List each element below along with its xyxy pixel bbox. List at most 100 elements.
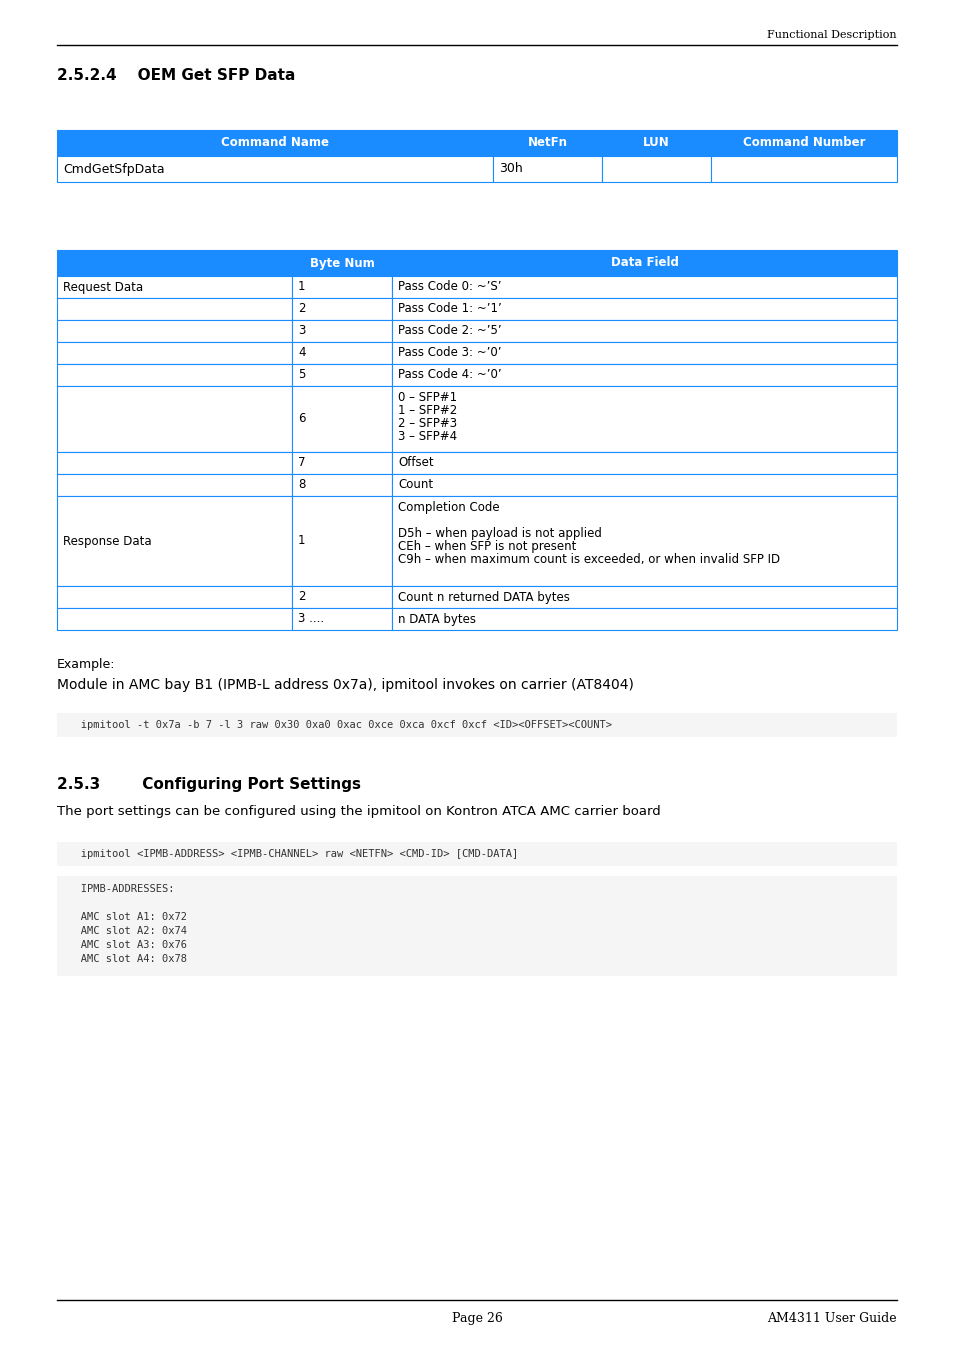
- Text: 2 – SFP#3: 2 – SFP#3: [397, 417, 456, 431]
- Bar: [392, 250, 896, 275]
- Bar: [57, 842, 896, 865]
- Bar: [57, 386, 292, 452]
- Text: AM4311 User Guide: AM4311 User Guide: [766, 1312, 896, 1324]
- Text: Byte Num: Byte Num: [310, 256, 374, 270]
- Bar: [292, 275, 392, 298]
- Bar: [57, 364, 292, 386]
- Bar: [292, 250, 392, 275]
- Text: Data Field: Data Field: [610, 256, 678, 270]
- Bar: [292, 586, 392, 608]
- Text: Request Data: Request Data: [63, 281, 143, 293]
- Bar: [57, 474, 292, 495]
- Bar: [392, 586, 896, 608]
- Bar: [57, 342, 292, 365]
- Bar: [57, 876, 896, 976]
- Bar: [392, 342, 896, 365]
- Text: AMC slot A4: 0x78: AMC slot A4: 0x78: [62, 954, 187, 964]
- Bar: [292, 608, 392, 630]
- Text: 4: 4: [297, 347, 305, 359]
- Text: Pass Code 3: ~’0’: Pass Code 3: ~’0’: [397, 347, 501, 359]
- Bar: [292, 364, 392, 386]
- Bar: [392, 298, 896, 320]
- Text: ipmitool -t 0x7a -b 7 -l 3 raw 0x30 0xa0 0xac 0xce 0xca 0xcf 0xcf <ID><OFFSET><C: ipmitool -t 0x7a -b 7 -l 3 raw 0x30 0xa0…: [62, 720, 612, 730]
- Text: IPMB-ADDRESSES:: IPMB-ADDRESSES:: [62, 884, 174, 894]
- Bar: [493, 157, 601, 182]
- Text: 3 ....: 3 ....: [297, 613, 324, 625]
- Bar: [57, 586, 292, 608]
- Text: 3: 3: [297, 324, 305, 338]
- Bar: [292, 320, 392, 342]
- Text: AMC slot A1: 0x72: AMC slot A1: 0x72: [62, 913, 187, 922]
- Bar: [601, 157, 710, 182]
- Text: CmdGetSfpData: CmdGetSfpData: [63, 162, 165, 176]
- Text: Pass Code 0: ~’S’: Pass Code 0: ~’S’: [397, 281, 501, 293]
- Text: 0 – SFP#1: 0 – SFP#1: [397, 392, 456, 404]
- Bar: [392, 608, 896, 630]
- Text: 7: 7: [297, 456, 305, 470]
- Bar: [57, 250, 292, 275]
- Text: 2.5.3        Configuring Port Settings: 2.5.3 Configuring Port Settings: [57, 778, 360, 792]
- Text: Pass Code 4: ~’0’: Pass Code 4: ~’0’: [397, 369, 501, 382]
- Bar: [57, 608, 292, 630]
- Text: Page 26: Page 26: [451, 1312, 502, 1324]
- Text: Command Name: Command Name: [221, 136, 329, 150]
- Text: Command Number: Command Number: [742, 136, 864, 150]
- Text: 1 – SFP#2: 1 – SFP#2: [397, 404, 456, 417]
- Text: 6: 6: [297, 413, 305, 425]
- Bar: [57, 320, 292, 342]
- Text: Example:: Example:: [57, 657, 115, 671]
- Text: Offset: Offset: [397, 456, 434, 470]
- Bar: [392, 275, 896, 298]
- Text: 8: 8: [297, 478, 305, 491]
- Bar: [57, 275, 292, 298]
- Bar: [392, 452, 896, 474]
- Text: AMC slot A2: 0x74: AMC slot A2: 0x74: [62, 926, 187, 936]
- Text: n DATA bytes: n DATA bytes: [397, 613, 476, 625]
- Text: AMC slot A3: 0x76: AMC slot A3: 0x76: [62, 940, 187, 950]
- Text: Pass Code 1: ~’1’: Pass Code 1: ~’1’: [397, 302, 501, 316]
- Bar: [57, 298, 292, 320]
- Bar: [392, 495, 896, 586]
- Text: Count n returned DATA bytes: Count n returned DATA bytes: [397, 590, 569, 603]
- Bar: [493, 130, 601, 157]
- Text: Module in AMC bay B1 (IPMB-L address 0x7a), ipmitool invokes on carrier (AT8404): Module in AMC bay B1 (IPMB-L address 0x7…: [57, 678, 633, 693]
- Bar: [57, 157, 493, 182]
- Text: LUN: LUN: [642, 136, 669, 150]
- Text: D5h – when payload is not applied: D5h – when payload is not applied: [397, 526, 601, 540]
- Text: ipmitool <IPMB-ADDRESS> <IPMB-CHANNEL> raw <NETFN> <CMD-ID> [CMD-DATA]: ipmitool <IPMB-ADDRESS> <IPMB-CHANNEL> r…: [62, 849, 517, 859]
- Bar: [392, 320, 896, 342]
- Bar: [292, 342, 392, 365]
- Bar: [710, 130, 896, 157]
- Bar: [57, 452, 292, 474]
- Text: C9h – when maximum count is exceeded, or when invalid SFP ID: C9h – when maximum count is exceeded, or…: [397, 554, 780, 566]
- Text: Count: Count: [397, 478, 433, 491]
- Text: Response Data: Response Data: [63, 535, 152, 548]
- Text: 1: 1: [297, 535, 305, 548]
- Bar: [392, 474, 896, 495]
- Bar: [392, 386, 896, 452]
- Bar: [601, 130, 710, 157]
- Bar: [292, 495, 392, 586]
- Bar: [292, 298, 392, 320]
- Text: Completion Code: Completion Code: [397, 501, 499, 514]
- Text: 2: 2: [297, 302, 305, 316]
- Text: 30h: 30h: [498, 162, 522, 176]
- Bar: [57, 495, 292, 586]
- Text: 3 – SFP#4: 3 – SFP#4: [397, 431, 456, 443]
- Text: NetFn: NetFn: [527, 136, 567, 150]
- Bar: [392, 364, 896, 386]
- Text: 5: 5: [297, 369, 305, 382]
- Text: Pass Code 2: ~’5’: Pass Code 2: ~’5’: [397, 324, 501, 338]
- Bar: [292, 452, 392, 474]
- Text: Functional Description: Functional Description: [766, 30, 896, 40]
- Text: The port settings can be configured using the ipmitool on Kontron ATCA AMC carri: The port settings can be configured usin…: [57, 805, 660, 818]
- Bar: [710, 157, 896, 182]
- Bar: [57, 130, 493, 157]
- Bar: [57, 713, 896, 737]
- Bar: [292, 386, 392, 452]
- Bar: [292, 474, 392, 495]
- Text: CEh – when SFP is not present: CEh – when SFP is not present: [397, 540, 576, 553]
- Text: 1: 1: [297, 281, 305, 293]
- Text: 2.5.2.4    OEM Get SFP Data: 2.5.2.4 OEM Get SFP Data: [57, 68, 295, 82]
- Text: 2: 2: [297, 590, 305, 603]
